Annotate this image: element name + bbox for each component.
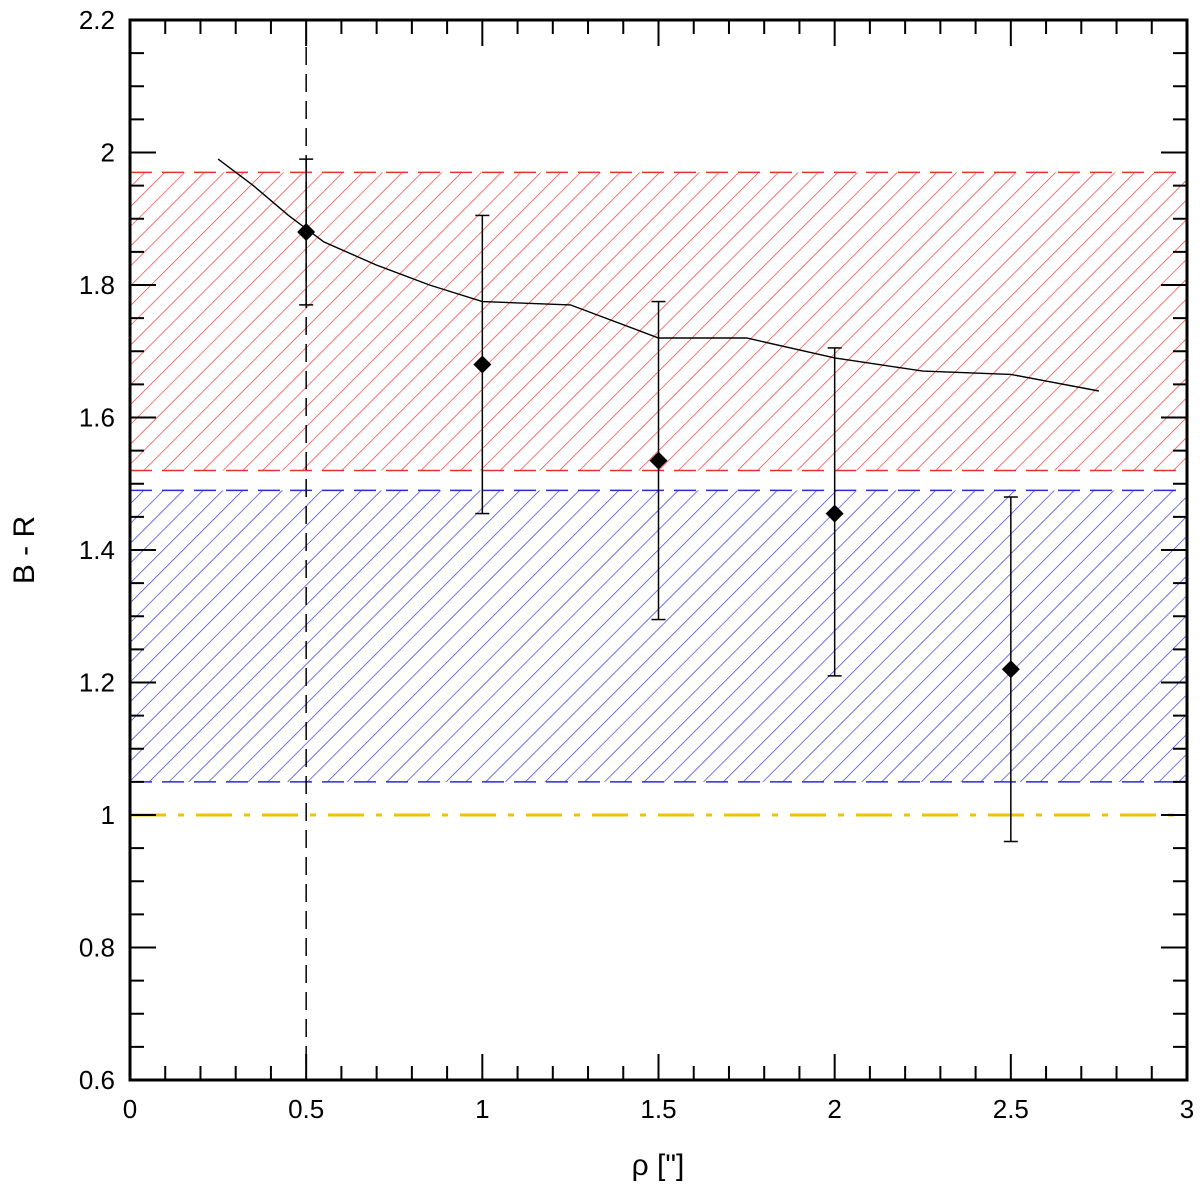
model-curve xyxy=(217,158,1100,392)
data-points xyxy=(297,158,1020,843)
y-tick-label: 1.2 xyxy=(79,668,115,698)
x-tick-label: 3 xyxy=(1180,1094,1194,1124)
y-tick-label: 1.6 xyxy=(79,403,115,433)
data-point-5 xyxy=(1001,496,1020,843)
x-tick-label: 2 xyxy=(827,1094,841,1124)
data-point-1 xyxy=(297,158,316,306)
x-tick-label: 1.5 xyxy=(640,1094,676,1124)
data-point-2 xyxy=(473,214,492,515)
diamond-marker xyxy=(1001,660,1020,679)
data-point-4 xyxy=(825,347,844,677)
x-tick-label: 2.5 xyxy=(993,1094,1029,1124)
x-axis-label: ρ ["] xyxy=(632,1149,685,1182)
y-tick-label: 1.8 xyxy=(79,270,115,300)
data-point-3 xyxy=(649,300,668,621)
x-axis-ticks: 0 0.5 1 1.5 2 2.5 3 xyxy=(123,20,1194,1124)
y-tick-label: 0.8 xyxy=(79,933,115,963)
y-tick-label: 2.2 xyxy=(79,5,115,35)
diamond-marker xyxy=(825,504,844,523)
model-curve-layer xyxy=(217,158,1100,392)
y-axis-label: B - R xyxy=(8,516,41,584)
y-tick-label: 2 xyxy=(101,138,115,168)
y-tick-label: 1 xyxy=(101,800,115,830)
y-axis-ticks: 0.6 0.8 1 1.2 1.4 1.6 1.8 2 2.2 xyxy=(79,5,1187,1095)
diamond-marker xyxy=(649,451,668,470)
x-tick-label: 1 xyxy=(475,1094,489,1124)
x-tick-label: 0 xyxy=(123,1094,137,1124)
diamond-marker xyxy=(473,355,492,374)
diamond-marker xyxy=(297,223,316,241)
y-tick-label: 0.6 xyxy=(79,1065,115,1095)
x-tick-label: 0.5 xyxy=(288,1094,324,1124)
y-tick-label: 1.4 xyxy=(79,535,115,565)
